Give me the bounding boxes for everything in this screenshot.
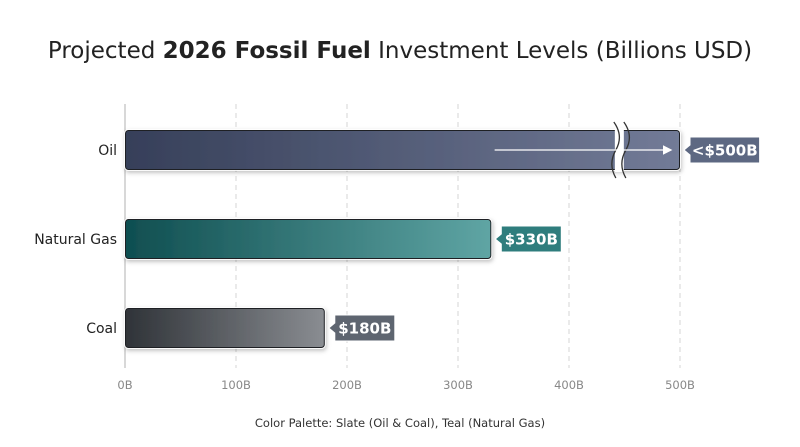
- value-label: $330B: [505, 231, 558, 249]
- value-badge: [683, 136, 761, 164]
- category-label: Coal: [86, 321, 117, 337]
- x-tick-label: 0B: [117, 378, 132, 392]
- labels-layer: Oil <$500B Natural Gas $330B Coal $180B: [34, 136, 761, 342]
- color-palette-footnote: Color Palette: Slate (Oil & Coal), Teal …: [254, 416, 546, 430]
- value-badge: [494, 225, 562, 253]
- bars-layer: [124, 121, 681, 349]
- category-label: Oil: [98, 143, 117, 159]
- x-tick-label: 300B: [443, 378, 473, 392]
- bar-coal: [124, 307, 326, 349]
- x-tick-label: 200B: [332, 378, 362, 392]
- chart-title-bold: 2026 Fossil Fuel: [162, 38, 371, 64]
- value-label: $180B: [338, 320, 391, 338]
- bar-outline: [125, 219, 492, 259]
- chart-title-suffix: Investment Levels (Billions USD): [370, 38, 753, 64]
- chart-title: Projected 2026 Fossil Fuel Investment Le…: [0, 38, 800, 64]
- bar-outline: [125, 130, 680, 170]
- category-label: Natural Gas: [34, 232, 117, 248]
- x-tick-label: 400B: [554, 378, 584, 392]
- chart-title-prefix: Projected: [47, 38, 163, 64]
- bar-natural-gas: [124, 218, 493, 260]
- bar-outline: [125, 308, 325, 348]
- value-badge: [328, 314, 396, 342]
- value-label: <$500B: [692, 142, 758, 160]
- x-tick-label: 100B: [221, 378, 251, 392]
- x-tick-label: 500B: [665, 378, 695, 392]
